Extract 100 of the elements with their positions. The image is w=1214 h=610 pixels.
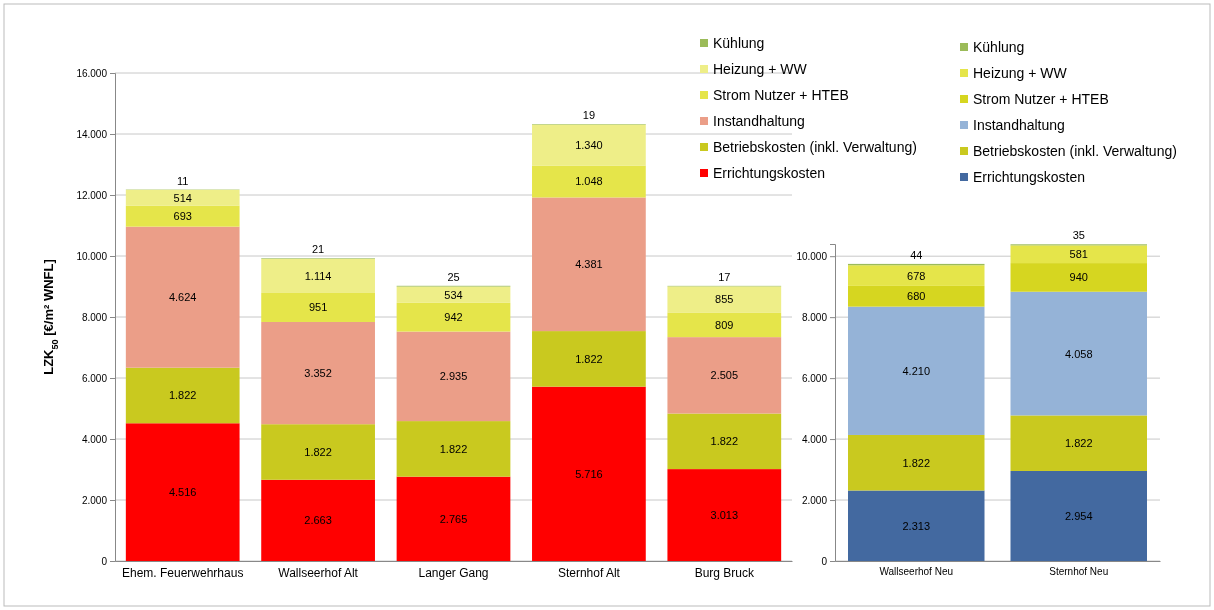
y-tick-label: 2.000 <box>801 494 828 506</box>
x-tick-label: Wallseerhof Neu <box>879 566 954 577</box>
data-label: 514 <box>173 191 192 204</box>
bar <box>261 479 375 561</box>
data-label: 44 <box>910 248 923 261</box>
bar <box>667 286 782 313</box>
bar <box>261 292 375 322</box>
bar <box>396 286 511 303</box>
data-label: 1.822 <box>168 389 197 402</box>
data-label: 2.765 <box>439 512 468 525</box>
x-tick-label: Ehem. Feuerwehrhaus <box>122 566 244 581</box>
legend-label: Betriebskosten (inkl. Verwaltung) <box>713 139 917 155</box>
data-label: 2.954 <box>1064 509 1093 522</box>
data-label: 1.048 <box>575 175 603 188</box>
bar <box>1010 470 1147 561</box>
data-label: 1.822 <box>304 445 332 458</box>
data-label: 940 <box>1069 271 1088 284</box>
legend-label: Kühlung <box>973 39 1025 55</box>
bar <box>1010 415 1147 471</box>
y-tick-label: 6.000 <box>801 372 828 384</box>
data-label: 17 <box>718 270 731 283</box>
bar <box>125 367 240 424</box>
data-label: 693 <box>173 210 192 223</box>
y-tick-label: 4.000 <box>81 433 108 445</box>
data-label: 11 <box>176 174 189 187</box>
legend-label: Kühlung <box>713 35 765 51</box>
data-label: 3.013 <box>710 509 739 522</box>
data-label: 1.822 <box>1064 437 1093 450</box>
data-label: 3.352 <box>304 367 332 380</box>
bar <box>532 197 646 332</box>
legend-label: Heizung + WW <box>713 61 808 77</box>
y-tick-label: 10.000 <box>796 250 828 262</box>
bar <box>848 306 985 435</box>
data-label: 1.340 <box>575 139 603 152</box>
bar <box>261 424 375 480</box>
x-tick-label: Sternhof Alt <box>557 566 621 581</box>
data-label: 2.313 <box>902 519 931 532</box>
legend-label: Errichtungskosten <box>973 169 1086 185</box>
data-label: 1.822 <box>902 456 931 469</box>
data-label: 21 <box>311 243 325 256</box>
data-label: 19 <box>582 109 596 122</box>
legend-label: Strom Nutzer + HTEB <box>713 87 849 103</box>
bar <box>532 386 646 561</box>
bar <box>667 469 782 561</box>
bar <box>125 226 240 368</box>
data-label: 2.505 <box>710 369 739 382</box>
bar <box>396 331 511 422</box>
data-label: 25 <box>447 270 460 283</box>
bar <box>532 124 646 166</box>
bar <box>261 321 375 425</box>
data-label: 1.822 <box>439 442 468 455</box>
x-tick-label: Langer Gang <box>418 566 489 581</box>
bar <box>848 434 985 491</box>
y-tick-label: 6.000 <box>81 372 108 384</box>
data-label: 5.716 <box>575 467 603 480</box>
bar <box>532 165 646 198</box>
bar <box>396 302 511 332</box>
bar <box>261 258 375 293</box>
y-tick-label: 10.000 <box>76 250 108 262</box>
data-label: 4.624 <box>168 291 197 304</box>
y-tick-label: 2.000 <box>81 494 108 506</box>
bar <box>667 312 782 338</box>
legend-label: Instandhaltung <box>713 113 805 129</box>
bar <box>125 189 240 206</box>
y-tick-label: 12.000 <box>76 189 108 201</box>
data-label: 680 <box>907 290 926 303</box>
bar <box>125 205 240 227</box>
data-label: 855 <box>715 293 734 306</box>
y-tick-label: 0 <box>101 555 108 567</box>
y-tick-label: 14.000 <box>76 128 108 140</box>
bar <box>1010 291 1147 416</box>
bar <box>667 337 782 414</box>
data-label: 1.822 <box>710 435 739 448</box>
data-label: 4.210 <box>902 364 931 377</box>
data-label: 2.663 <box>304 514 332 527</box>
y-tick-label: 0 <box>821 555 828 567</box>
data-label: 4.516 <box>168 486 197 499</box>
bar <box>667 413 782 470</box>
bar <box>396 476 511 561</box>
bar <box>848 490 985 561</box>
data-label: 678 <box>907 269 926 282</box>
bar <box>396 421 511 477</box>
legend-label: Heizung + WW <box>973 65 1068 81</box>
x-tick-label: Sternhof Neu <box>1049 566 1109 577</box>
data-label: 4.381 <box>575 258 603 271</box>
bar <box>125 423 240 561</box>
bar <box>848 265 985 286</box>
y-tick-label: 8.000 <box>801 311 828 323</box>
x-tick-label: Burg Bruck <box>694 566 755 581</box>
data-label: 4.058 <box>1064 347 1093 360</box>
data-label: 2.935 <box>439 370 468 383</box>
data-label: 951 <box>308 301 328 314</box>
bar <box>848 285 985 307</box>
y-tick-label: 16.000 <box>76 67 108 79</box>
legend-label: Betriebskosten (inkl. Verwaltung) <box>973 143 1177 159</box>
legend-label: Strom Nutzer + HTEB <box>973 91 1109 107</box>
data-label: 1.822 <box>575 352 603 365</box>
y-tick-label: 8.000 <box>81 311 108 323</box>
data-label: 581 <box>1069 248 1088 261</box>
x-tick-label: Wallseerhof Alt <box>278 566 359 581</box>
